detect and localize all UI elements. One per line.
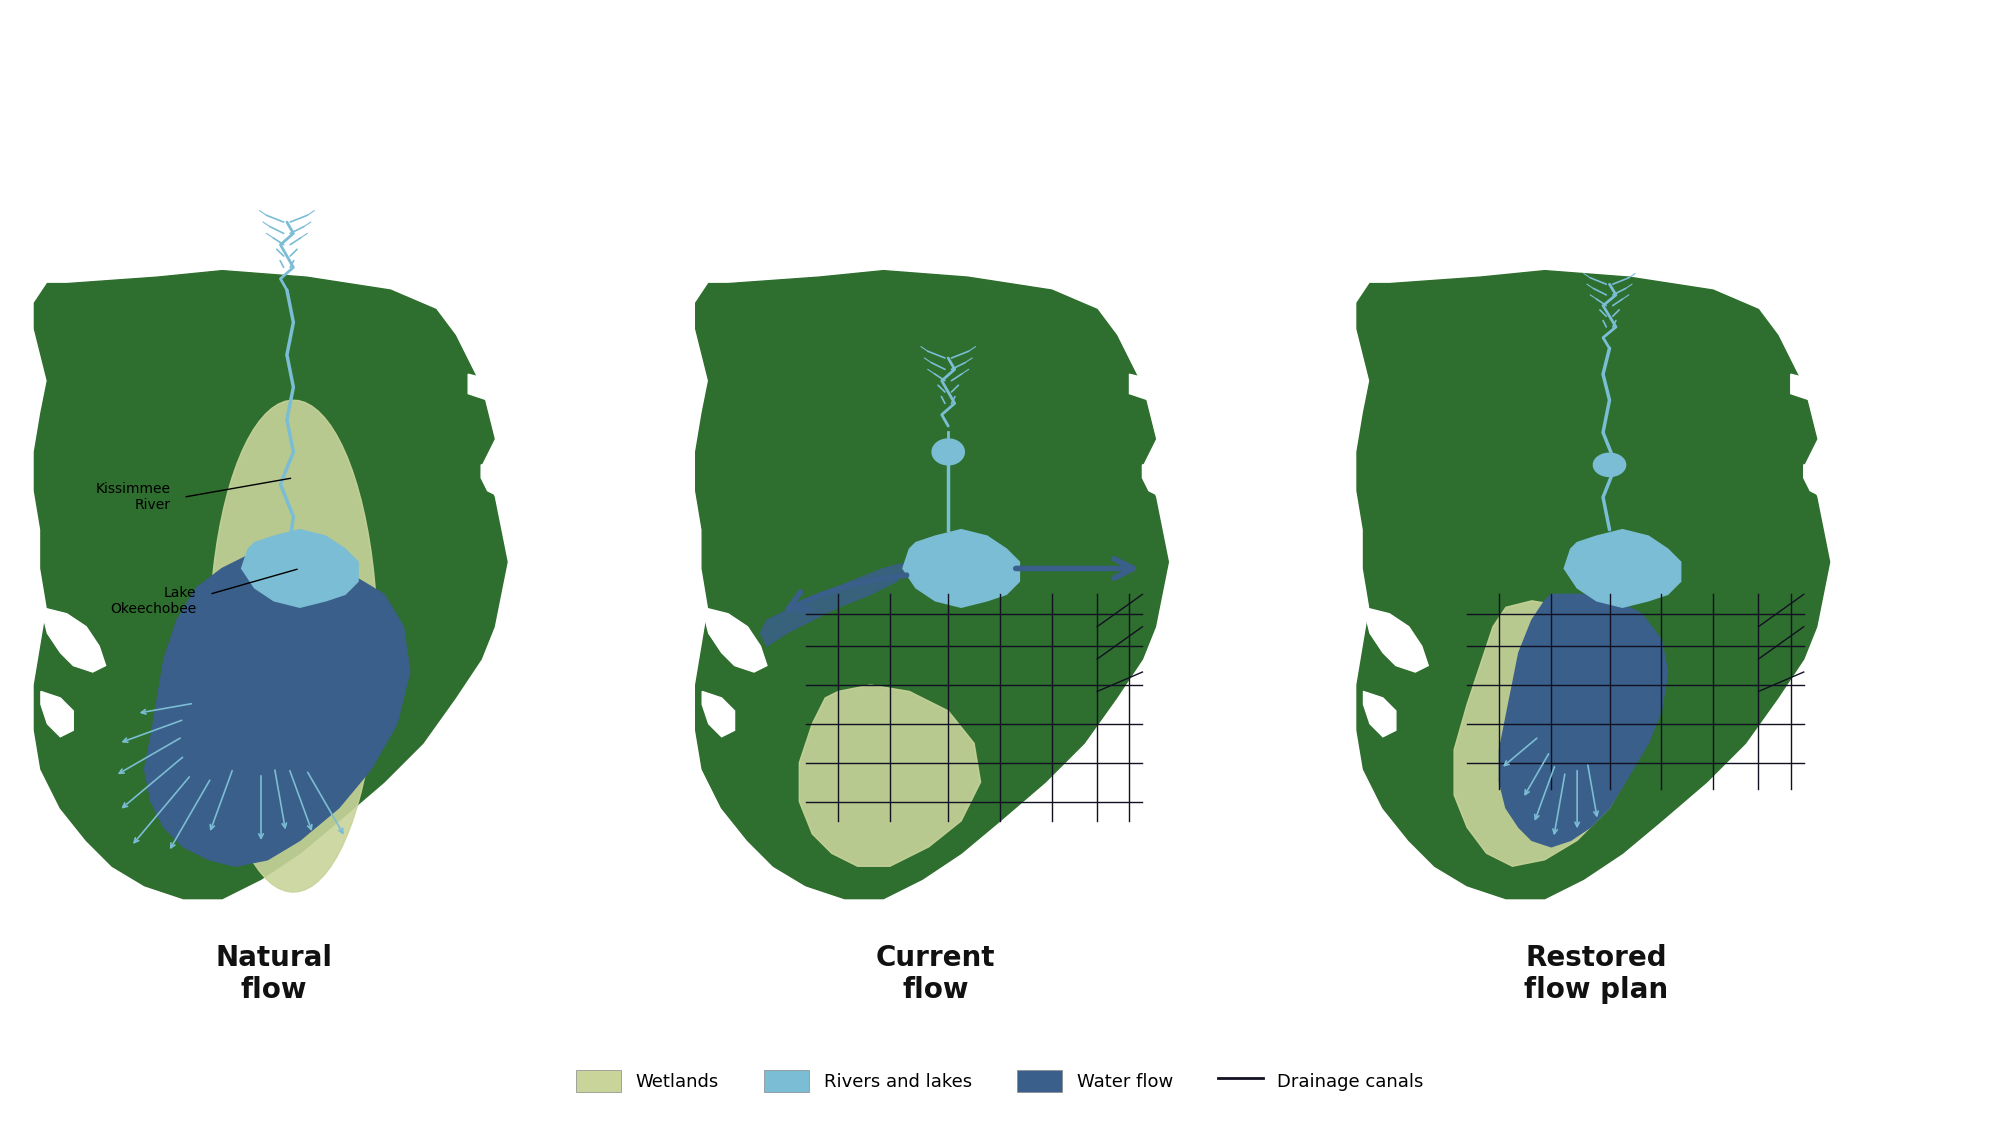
Polygon shape [1804, 465, 1836, 497]
Text: Current
flow: Current flow [876, 944, 996, 1005]
Polygon shape [1358, 271, 1830, 899]
Text: Natural
flow: Natural flow [216, 944, 332, 1005]
Polygon shape [1790, 375, 1824, 400]
Polygon shape [1594, 453, 1626, 477]
Polygon shape [932, 439, 964, 465]
Polygon shape [696, 271, 1168, 899]
Polygon shape [902, 530, 1020, 608]
Polygon shape [1364, 608, 1428, 672]
Polygon shape [1364, 692, 1396, 737]
Legend: Wetlands, Rivers and lakes, Water flow, Drainage canals: Wetlands, Rivers and lakes, Water flow, … [568, 1063, 1432, 1099]
Polygon shape [40, 608, 106, 672]
Polygon shape [1564, 530, 1680, 608]
Polygon shape [34, 271, 508, 899]
Polygon shape [40, 692, 74, 737]
Polygon shape [1454, 601, 1648, 866]
Polygon shape [800, 685, 980, 866]
Polygon shape [760, 562, 910, 646]
Polygon shape [144, 556, 410, 866]
Text: Restored
flow plan: Restored flow plan [1524, 944, 1668, 1005]
Polygon shape [702, 608, 766, 672]
Polygon shape [1142, 465, 1174, 497]
Text: Lake
Okeechobee: Lake Okeechobee [110, 586, 196, 615]
Polygon shape [702, 692, 734, 737]
Polygon shape [210, 400, 378, 892]
Polygon shape [482, 465, 514, 497]
Text: Kissimmee
River: Kissimmee River [96, 483, 170, 512]
Polygon shape [1500, 594, 1668, 847]
Polygon shape [1130, 375, 1162, 400]
Polygon shape [242, 530, 358, 608]
Polygon shape [468, 375, 500, 400]
